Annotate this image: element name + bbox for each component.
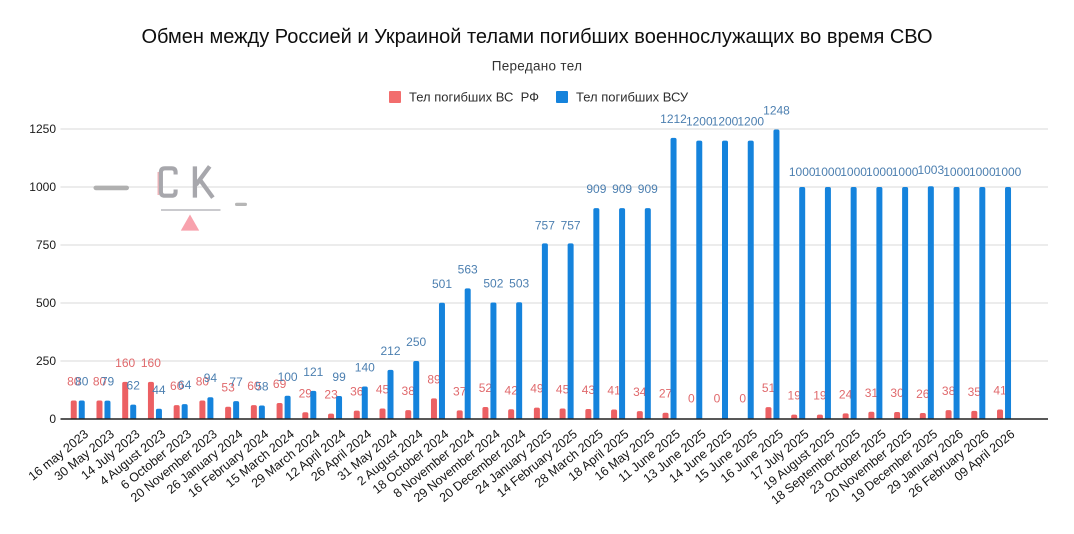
svg-text:500: 500 — [36, 296, 56, 310]
svg-text:41: 41 — [993, 384, 1007, 398]
svg-text:1000: 1000 — [789, 165, 816, 179]
svg-text:1000: 1000 — [969, 165, 996, 179]
svg-text:37: 37 — [453, 384, 467, 398]
svg-text:160: 160 — [115, 356, 135, 370]
svg-text:909: 909 — [586, 182, 606, 196]
svg-text:38: 38 — [402, 384, 416, 398]
svg-text:80: 80 — [93, 374, 107, 388]
svg-text:36: 36 — [350, 385, 364, 399]
svg-text:909: 909 — [612, 182, 632, 196]
svg-text:1200: 1200 — [686, 115, 713, 129]
svg-text:1003: 1003 — [917, 163, 944, 177]
svg-text:77: 77 — [229, 375, 243, 389]
svg-text:42: 42 — [505, 383, 519, 397]
svg-text:26: 26 — [916, 387, 930, 401]
svg-text:757: 757 — [535, 218, 555, 232]
svg-text:45: 45 — [376, 383, 390, 397]
svg-text:60: 60 — [170, 379, 184, 393]
svg-text:89: 89 — [427, 372, 441, 386]
svg-text:80: 80 — [196, 374, 210, 388]
svg-text:100: 100 — [278, 370, 298, 384]
svg-text:60: 60 — [247, 379, 261, 393]
svg-text:41: 41 — [607, 384, 621, 398]
svg-text:58: 58 — [255, 380, 269, 394]
svg-text:250: 250 — [406, 335, 426, 349]
svg-text:0: 0 — [688, 392, 695, 406]
svg-text:30: 30 — [890, 386, 904, 400]
svg-text:44: 44 — [152, 383, 166, 397]
svg-text:31: 31 — [865, 386, 879, 400]
svg-text:62: 62 — [127, 379, 141, 393]
svg-text:Тел погибших ВС РФ: Тел погибших ВС РФ — [409, 90, 539, 105]
svg-text:757: 757 — [561, 218, 581, 232]
svg-text:909: 909 — [638, 182, 658, 196]
svg-text:1000: 1000 — [866, 165, 893, 179]
svg-text:27: 27 — [659, 387, 673, 401]
svg-text:121: 121 — [303, 365, 323, 379]
svg-text:501: 501 — [432, 277, 452, 291]
svg-text:69: 69 — [273, 377, 287, 391]
svg-text:51: 51 — [762, 381, 776, 395]
svg-text:35: 35 — [968, 385, 982, 399]
svg-text:1200: 1200 — [712, 115, 739, 129]
svg-text:1248: 1248 — [763, 104, 790, 118]
svg-text:23: 23 — [324, 388, 338, 402]
svg-text:0: 0 — [739, 392, 746, 406]
svg-text:80: 80 — [75, 374, 89, 388]
svg-text:24: 24 — [839, 387, 853, 401]
svg-text:Обмен между Россией и Украиной: Обмен между Россией и Украиной телами по… — [141, 26, 932, 48]
svg-text:1200: 1200 — [737, 115, 764, 129]
svg-text:750: 750 — [36, 238, 56, 252]
svg-text:0: 0 — [714, 392, 721, 406]
svg-text:140: 140 — [355, 361, 375, 375]
svg-text:1000: 1000 — [943, 165, 970, 179]
svg-text:52: 52 — [479, 381, 493, 395]
svg-text:503: 503 — [509, 276, 529, 290]
svg-text:19: 19 — [813, 389, 827, 403]
svg-text:43: 43 — [582, 383, 596, 397]
svg-text:212: 212 — [380, 344, 400, 358]
svg-text:Тел погибших ВСУ: Тел погибших ВСУ — [576, 90, 689, 105]
svg-text:53: 53 — [221, 381, 235, 395]
svg-text:79: 79 — [101, 375, 115, 389]
svg-text:34: 34 — [633, 385, 647, 399]
svg-text:1000: 1000 — [892, 165, 919, 179]
svg-text:1000: 1000 — [995, 165, 1022, 179]
svg-text:1250: 1250 — [29, 122, 56, 136]
svg-text:1000: 1000 — [840, 165, 867, 179]
svg-text:502: 502 — [483, 277, 503, 291]
svg-text:563: 563 — [458, 262, 478, 276]
svg-text:250: 250 — [36, 354, 56, 368]
svg-text:160: 160 — [141, 356, 161, 370]
svg-text:94: 94 — [204, 371, 218, 385]
svg-text:49: 49 — [530, 382, 544, 396]
svg-text:1212: 1212 — [660, 112, 687, 126]
svg-text:1000: 1000 — [29, 180, 56, 194]
svg-text:45: 45 — [556, 383, 570, 397]
svg-text:29: 29 — [299, 386, 313, 400]
svg-text:99: 99 — [332, 370, 346, 384]
svg-text:64: 64 — [178, 378, 192, 392]
svg-text:19: 19 — [788, 389, 802, 403]
svg-text:38: 38 — [942, 384, 956, 398]
svg-text:80: 80 — [67, 374, 81, 388]
svg-text:0: 0 — [49, 412, 56, 426]
svg-text:1000: 1000 — [815, 165, 842, 179]
svg-text:Передано тел: Передано тел — [492, 58, 583, 73]
